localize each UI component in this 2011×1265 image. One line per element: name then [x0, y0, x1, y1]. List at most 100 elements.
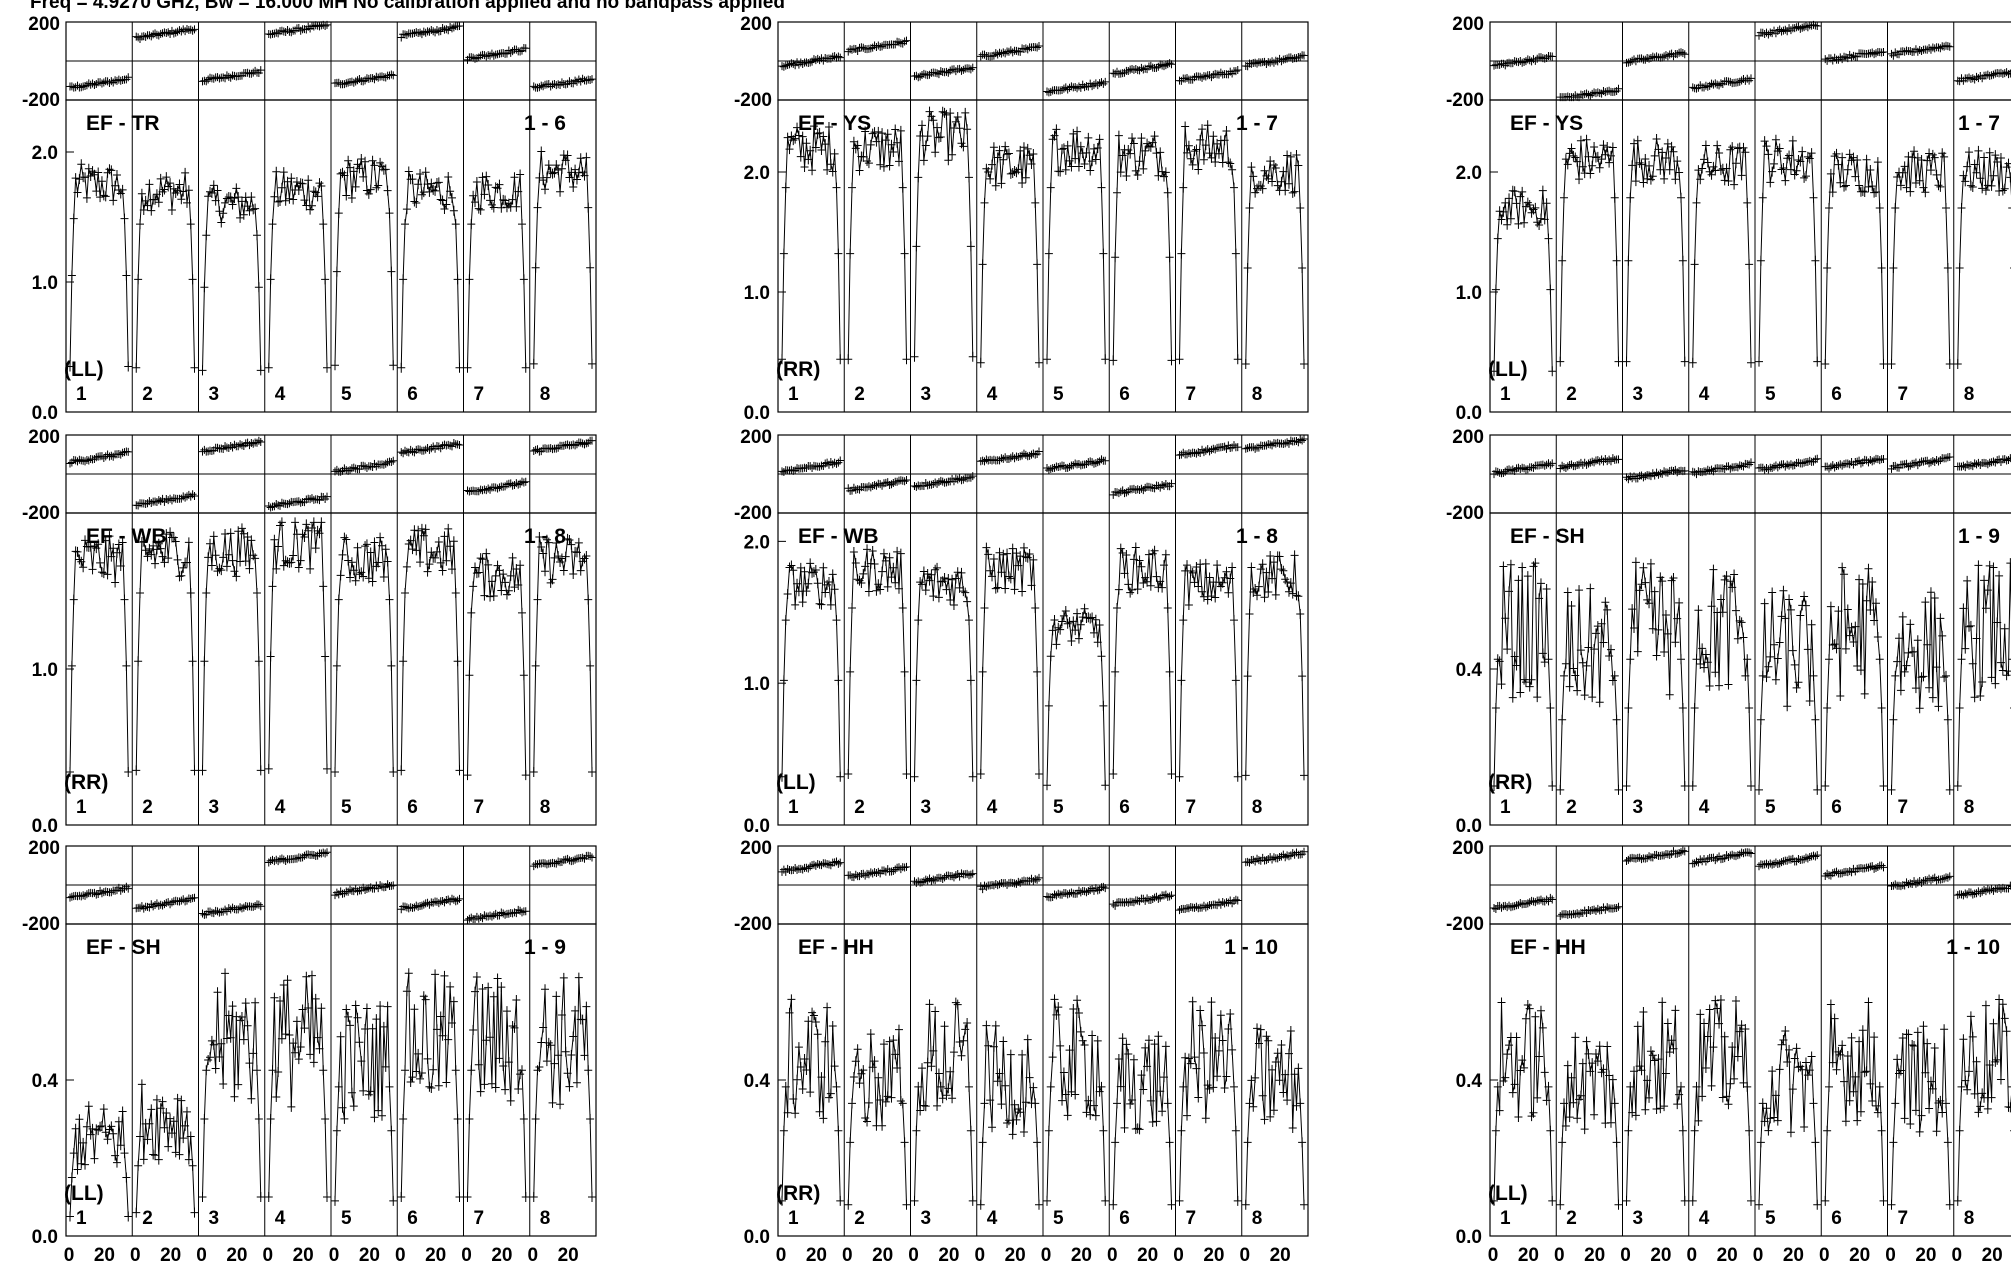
amp-series-markers	[778, 994, 845, 1206]
amp-series-line	[467, 976, 527, 1198]
amp-series-markers	[529, 146, 596, 369]
phase-tick-label: 200	[28, 14, 60, 35]
phase-series-markers	[132, 24, 199, 44]
x-tick-label: 20	[425, 1245, 446, 1265]
subband-label: 4	[275, 384, 286, 405]
amp-series-line	[1046, 999, 1106, 1201]
amp-series-markers	[529, 972, 596, 1202]
amp-series-line	[400, 528, 460, 771]
baseline-title: EF - HH	[798, 936, 874, 959]
x-tick-label: 0	[1107, 1245, 1118, 1265]
subband-label: 7	[1898, 1208, 1909, 1229]
amp-series-markers	[1241, 149, 1308, 369]
phase-series-markers	[1887, 41, 1954, 60]
amp-series-markers	[1622, 134, 1689, 367]
phase-series-markers	[264, 848, 331, 867]
subband-label: 7	[1186, 797, 1197, 818]
amp-tick-label: 0.4	[744, 1071, 771, 1092]
baseline-pair: 1 - 10	[1224, 936, 1278, 959]
amp-tick-label: 1.0	[744, 283, 770, 304]
baseline-title: EF - SH	[1510, 525, 1585, 548]
phase-series-markers	[1821, 47, 1888, 65]
amp-series-line	[781, 999, 841, 1201]
x-tick-label: 20	[1270, 1245, 1291, 1265]
subband-label: 7	[1186, 384, 1197, 405]
amp-series-line	[400, 171, 460, 368]
amp-series-markers	[1109, 130, 1176, 366]
amp-series-line	[1626, 1002, 1686, 1201]
subband-label: 8	[1964, 1208, 1975, 1229]
subband-label: 2	[142, 1208, 153, 1229]
amp-series-line	[1179, 125, 1239, 360]
subband-label: 3	[921, 1208, 932, 1229]
phase-tick-label: 200	[740, 838, 772, 859]
amp-series-line	[69, 536, 129, 772]
amp-series-line	[1824, 152, 1884, 365]
amp-series-markers	[778, 558, 845, 782]
subband-label: 5	[1053, 384, 1064, 405]
amp-series-line	[1493, 561, 1553, 787]
subband-label: 4	[275, 1208, 286, 1229]
phase-series-markers	[529, 436, 596, 456]
amp-series-markers	[1755, 585, 1822, 795]
subband-label: 7	[474, 1208, 485, 1229]
subband-label: 6	[407, 1208, 418, 1229]
subband-label: 6	[1119, 384, 1130, 405]
x-axis-label: Channels	[1708, 1263, 1803, 1265]
baseline-pair: 1 - 9	[524, 936, 566, 959]
amp-series-line	[334, 1005, 394, 1201]
amp-series-markers	[331, 153, 398, 371]
phase-series-markers	[331, 880, 398, 900]
phase-series-markers	[910, 869, 977, 887]
amp-tick-label: 0.0	[1456, 403, 1482, 424]
x-tick-label: 0	[842, 1245, 853, 1265]
amp-series-markers	[331, 532, 398, 777]
subband-label: 8	[1964, 797, 1975, 818]
amp-series-markers	[844, 1024, 911, 1210]
baseline-pair: 1 - 9	[1958, 525, 2000, 548]
subband-label: 2	[854, 1208, 865, 1229]
amp-series-markers	[397, 968, 464, 1202]
phase-series-markers	[1490, 893, 1557, 914]
panel-1-8-rr: 200 -200 1.0 0.0 1 2 3 4 5 6 7 8 EF - WB 1 - 8 (RR)	[22, 427, 597, 837]
phase-series-markers	[1688, 848, 1755, 868]
amp-frame	[1489, 99, 2011, 413]
amp-series-markers	[1755, 1025, 1822, 1210]
phase-series-markers	[1953, 881, 2011, 900]
subband-label: 1	[1500, 384, 1511, 405]
phase-series-markers	[1953, 454, 2011, 472]
amp-series-markers	[844, 544, 911, 779]
phase-series-markers	[778, 52, 845, 71]
amp-series-markers	[1175, 996, 1242, 1206]
x-tick-label: 20	[872, 1245, 893, 1265]
amp-series-markers	[1887, 587, 1954, 795]
phase-series-markers	[1688, 458, 1755, 479]
baseline-pair: 1 - 10	[1946, 936, 2000, 959]
x-tick-label: 0	[1753, 1245, 1764, 1265]
subband-label: 5	[341, 1208, 352, 1229]
subband-label: 8	[1252, 384, 1263, 405]
amp-series-line	[847, 1029, 907, 1205]
x-tick-label: 0	[461, 1245, 472, 1265]
phase-tick-label: -200	[22, 503, 60, 524]
phase-series-markers	[976, 873, 1043, 894]
amp-series-markers	[397, 523, 464, 776]
amp-series-line	[202, 528, 262, 771]
amp-series-line	[1559, 588, 1619, 790]
amp-tick-label: 2.0	[744, 163, 770, 184]
amp-series-markers	[1953, 558, 2011, 791]
phase-series-markers	[1490, 459, 1557, 479]
subband-label: 2	[1566, 384, 1577, 405]
figure-header: Freq = 4.9270 GHz, Bw = 16.000 MH No cal…	[30, 0, 785, 13]
amp-tick-label: 0.0	[32, 1227, 58, 1248]
phase-tick-label: 200	[740, 14, 772, 35]
amp-series-markers	[1241, 550, 1308, 781]
amp-series-line	[202, 185, 262, 371]
subband-label: 6	[1831, 1208, 1842, 1229]
x-tick-label: 0	[329, 1245, 340, 1265]
phase-series-markers	[463, 477, 530, 496]
amp-series-markers	[529, 531, 596, 777]
x-tick-label: 20	[1982, 1245, 2003, 1265]
phase-series-markers	[1622, 846, 1689, 866]
